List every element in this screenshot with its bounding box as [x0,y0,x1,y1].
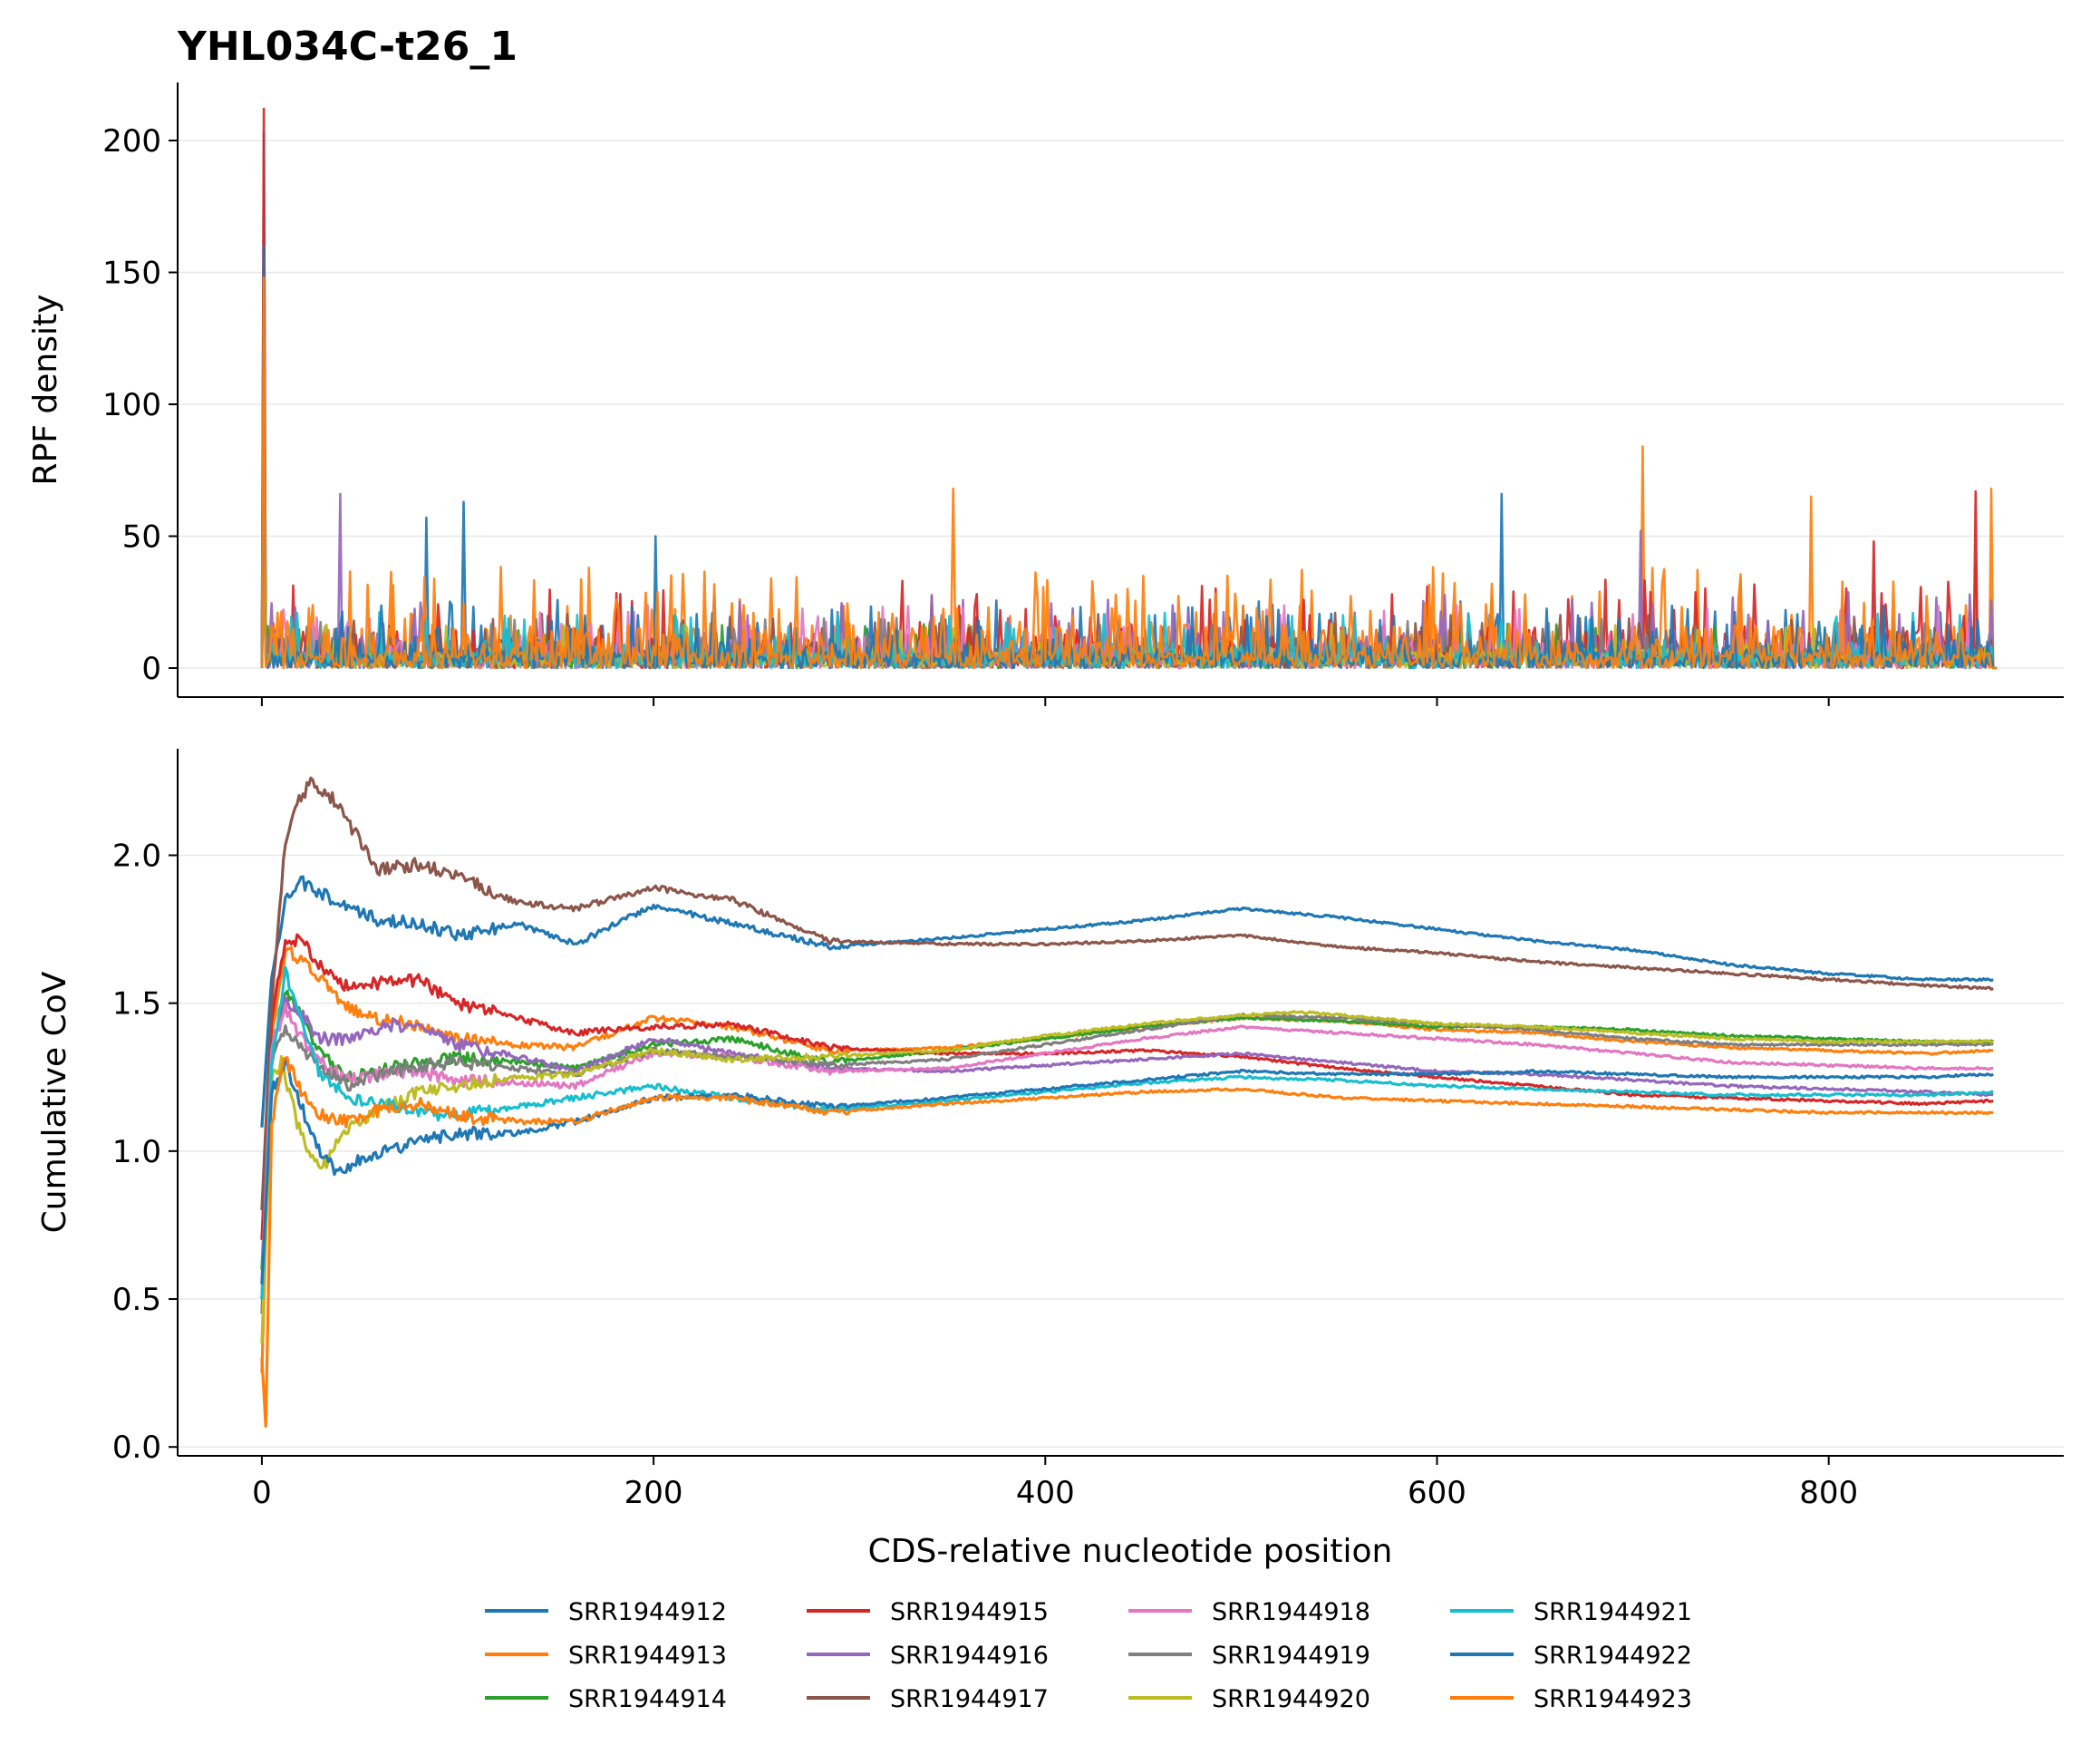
legend-label: SRR1944923 [1534,1685,1692,1713]
legend-label: SRR1944916 [890,1642,1049,1670]
bottom-y-tick-label: 0.0 [112,1430,161,1466]
legend-item: SRR1944916 [807,1642,1049,1670]
legend-item: SRR1944912 [485,1598,727,1626]
rpf-trace-SRR1944922 [260,245,1998,670]
bottom-x-tick-label: 400 [1016,1475,1075,1511]
top-y-tick-label: 150 [102,256,161,292]
rpf-density-traces [260,107,1998,670]
top-y-axis-label: RPF density [27,295,64,486]
legend-item: SRR1944920 [1128,1685,1370,1713]
rpf-trace-SRR1944923 [260,276,1998,670]
legend-item: SRR1944915 [807,1598,1049,1626]
bottom-x-tick-label: 600 [1408,1475,1466,1511]
top-y-tick-label: 100 [102,387,161,423]
chart-title: YHL034C-t26_1 [177,24,518,70]
legend-label: SRR1944914 [568,1685,727,1713]
bottom-x-tick-label: 200 [624,1475,683,1511]
cov-trace-SRR1944912 [260,875,1994,1128]
bottom-y-axis-label: Cumulative CoV [36,971,73,1233]
legend-label: SRR1944919 [1212,1642,1370,1670]
legend-label: SRR1944918 [1212,1598,1370,1626]
legend-label: SRR1944915 [890,1598,1049,1626]
legend: SRR1944912 SRR1944913 SRR1944914 SRR1944915… [485,1598,1692,1713]
rpf-trace-SRR1944915 [260,107,1998,670]
top-y-tick-label: 0 [141,651,161,687]
legend-item: SRR1944917 [807,1685,1049,1713]
top-y-tick-label: 200 [102,123,161,160]
legend-label: SRR1944921 [1534,1598,1692,1626]
legend-item: SRR1944918 [1128,1598,1370,1626]
legend-item: SRR1944919 [1128,1642,1370,1670]
bottom-x-tick-label: 0 [252,1475,272,1511]
legend-item: SRR1944922 [1450,1642,1692,1670]
rpf-trace-SRR1944912 [260,131,1998,670]
bottom-y-tick-label: 1.5 [112,986,161,1023]
cov-trace-SRR1944921 [260,965,1994,1300]
cov-trace-SRR1944923 [260,1056,1994,1428]
legend-label: SRR1944913 [568,1642,727,1670]
legend-item: SRR1944921 [1450,1598,1692,1626]
cov-trace-SRR1944915 [260,933,1994,1240]
legend-item: SRR1944914 [485,1685,727,1713]
cov-trace-SRR1944922 [260,1058,1994,1285]
top-y-tick-label: 50 [122,519,161,555]
legend-label: SRR1944920 [1212,1685,1370,1713]
bottom-y-tick-label: 2.0 [112,838,161,874]
x-axis-label: CDS-relative nucleotide position [868,1533,1393,1570]
rpf-density-panel: 0 50 100 150 200 RPF density [27,82,2064,706]
legend-item: SRR1944913 [485,1642,727,1670]
bottom-x-tick-label: 800 [1799,1475,1858,1511]
bottom-y-tick-label: 0.5 [112,1282,161,1318]
cov-trace-SRR1944914 [260,989,1994,1270]
cov-trace-SRR1944919 [260,1012,1994,1314]
cov-trace-SRR1944913 [260,945,1994,1373]
cov-trace-SRR1944918 [260,1003,1994,1285]
cov-trace-SRR1944916 [260,995,1994,1300]
legend-item: SRR1944923 [1450,1685,1692,1713]
cumulative-cov-traces [260,776,1994,1428]
legend-label: SRR1944917 [890,1685,1049,1713]
cumulative-cov-panel: 0.0 0.5 1.0 1.5 2.0 0 200 400 600 800 Cumulative… [36,749,2064,1570]
cov-trace-SRR1944920 [260,1010,1994,1344]
legend-label: SRR1944912 [568,1598,727,1626]
legend-label: SRR1944922 [1534,1642,1692,1670]
cov-trace-SRR1944917 [260,776,1994,1211]
bottom-y-tick-label: 1.0 [112,1134,161,1170]
